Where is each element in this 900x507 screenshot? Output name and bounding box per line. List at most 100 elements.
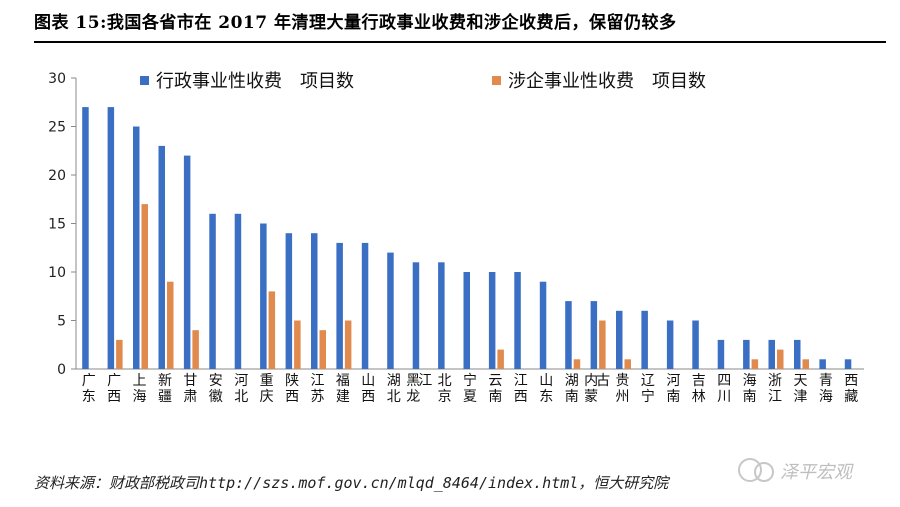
x-tick-label: 安徽: [209, 373, 223, 405]
x-tick-label: 广西: [107, 373, 121, 405]
bar-admin-fee: [514, 272, 521, 369]
bar-enterprise-fee: [319, 330, 326, 369]
x-tick-label: 黑龙: [406, 373, 420, 405]
bar-admin-fee: [183, 155, 191, 369]
x-tick-label: 内蒙: [584, 373, 598, 405]
bar-admin-fee: [463, 272, 470, 369]
legend-swatch-enterprise: [492, 76, 501, 85]
watermark: 泽平宏观: [738, 458, 854, 483]
bar-admin-fee: [616, 310, 623, 369]
x-tick-label: 云南: [488, 373, 502, 405]
title-rule: [34, 41, 886, 43]
y-tick-label: 25: [48, 120, 66, 136]
bar-admin-fee: [438, 262, 445, 369]
bar-chart: 0 5 10 15 20 25 30 广东广西上海新疆甘肃安徽河北重庆陕西江苏福建山西湖北黑…: [48, 71, 864, 405]
bar-admin-fee: [82, 107, 89, 369]
source-note: 资料来源：财政部税政司http://szs.mof.gov.cn/mlqd_84…: [34, 474, 669, 492]
y-tick-label: 30: [48, 71, 66, 87]
y-tick-label: 5: [57, 314, 66, 330]
bar-admin-fee: [743, 339, 750, 369]
x-tick-label: 山东: [539, 373, 553, 405]
x-tick-label: 浙江: [768, 373, 782, 405]
x-tick-label: 上海: [133, 373, 147, 405]
x-tick-label: 江苏: [311, 373, 325, 405]
bar-admin-fee: [158, 145, 165, 369]
x-tick-label: 湖北: [387, 373, 401, 405]
figure-title: 图表 15:我国各省市在 2017 年清理大量行政事业收费和涉企收费后，保留仍较…: [34, 13, 677, 33]
bar-admin-fee: [488, 272, 496, 369]
bar-enterprise-fee: [116, 339, 123, 369]
legend-label-enterprise: 涉企事业性收费 项目数: [508, 71, 706, 92]
x-tick-label: 湖南: [565, 373, 579, 405]
x-tick-label: 西藏: [844, 373, 858, 405]
bar-admin-fee: [133, 126, 140, 369]
bars: [82, 107, 852, 369]
x-tick-label: 福建: [336, 373, 350, 405]
x-tick-label: 北京: [438, 373, 452, 405]
bar-enterprise-fee: [497, 349, 504, 369]
x-tick-label: 宁夏: [463, 372, 477, 405]
x-tick-label: 广东: [82, 373, 96, 405]
bar-enterprise-fee: [294, 320, 301, 369]
x-tick-label: 古: [596, 373, 610, 389]
bar-enterprise-fee: [802, 359, 809, 369]
bar-admin-fee: [336, 242, 343, 369]
x-tick-label: 吉林: [692, 373, 706, 405]
bar-enterprise-fee: [599, 320, 606, 369]
x-tick-label: 甘肃: [183, 373, 197, 405]
wechat-icon: [738, 458, 762, 482]
bar-enterprise-fee: [777, 349, 784, 369]
bar-admin-fee: [692, 320, 699, 369]
bar-admin-fee: [539, 281, 547, 369]
x-tick-label: 河南: [666, 373, 680, 405]
bar-admin-fee: [768, 339, 775, 369]
x-tick-label: 天津: [794, 373, 808, 405]
bar-admin-fee: [361, 242, 369, 369]
bar-admin-fee: [412, 262, 420, 369]
bar-admin-fee: [285, 233, 293, 369]
bar-admin-fee: [819, 359, 826, 369]
bar-enterprise-fee: [268, 291, 276, 369]
y-axis: 0 5 10 15 20 25 30: [48, 71, 77, 378]
x-tick-label: 河北: [234, 373, 248, 405]
bar-enterprise-fee: [344, 320, 352, 369]
x-tick-label: 陕西: [285, 373, 299, 405]
wechat-icon-small: [754, 462, 774, 482]
bar-admin-fee: [107, 107, 115, 369]
x-tick-label: 山西: [361, 373, 375, 405]
bar-admin-fee: [209, 213, 216, 369]
bar-enterprise-fee: [167, 281, 174, 369]
y-tick-label: 0: [57, 362, 66, 378]
x-tick-label: 辽宁: [641, 373, 655, 405]
bar-admin-fee: [666, 320, 674, 369]
bar-enterprise-fee: [192, 330, 199, 369]
x-tick-label: 新疆: [158, 373, 172, 405]
bar-enterprise-fee: [573, 359, 581, 369]
x-tick-label: 四川: [717, 373, 731, 405]
x-tick-label: 贵州: [616, 373, 630, 405]
x-tick-label: 青海: [819, 373, 833, 405]
y-tick-label: 20: [48, 168, 66, 184]
bar-admin-fee: [260, 223, 267, 369]
x-tick-label: 江西: [514, 373, 528, 405]
bar-admin-fee: [590, 301, 598, 369]
legend-label-admin: 行政事业性收费 项目数: [156, 71, 354, 92]
bar-admin-fee: [794, 339, 801, 369]
bar-enterprise-fee: [624, 359, 631, 369]
bar-admin-fee: [565, 301, 572, 369]
legend: 行政事业性收费 项目数 涉企事业性收费 项目数: [140, 71, 706, 92]
bar-enterprise-fee: [751, 359, 759, 369]
x-tick-label: 重庆: [260, 373, 274, 405]
bar-admin-fee: [311, 233, 318, 369]
bar-admin-fee: [641, 310, 648, 369]
bar-admin-fee: [844, 359, 852, 369]
bar-admin-fee: [234, 213, 242, 369]
watermark-text: 泽平宏观: [780, 462, 854, 483]
y-tick-label: 15: [48, 217, 66, 233]
x-tick-label: 江: [418, 373, 432, 389]
legend-swatch-admin: [140, 76, 149, 85]
bar-admin-fee: [387, 252, 394, 369]
y-tick-label: 10: [48, 265, 66, 281]
